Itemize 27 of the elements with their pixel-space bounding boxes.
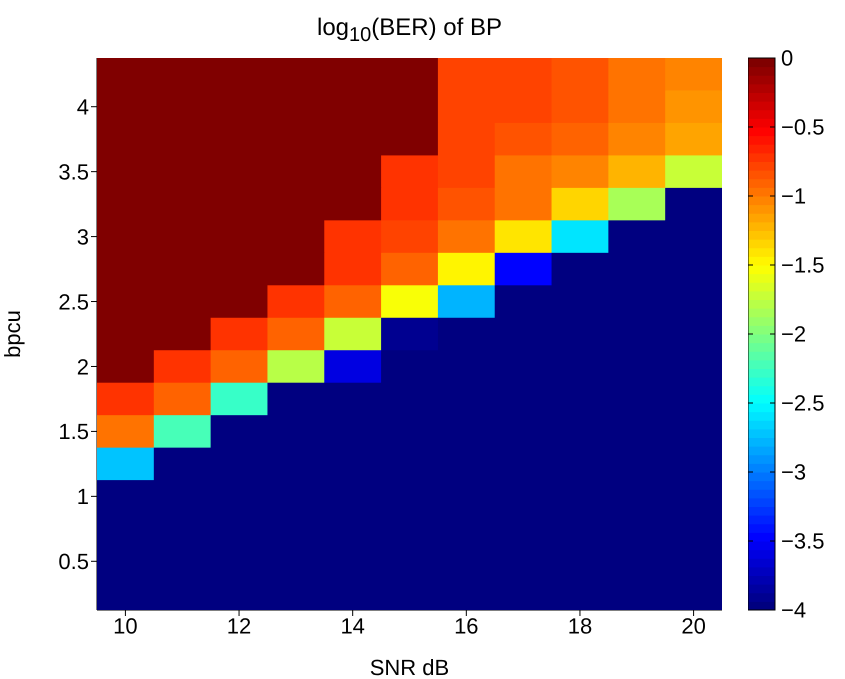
y-tick-label: 1.5 <box>58 419 89 444</box>
x-tick-label: 20 <box>681 614 706 639</box>
y-tick-label: 2.5 <box>58 289 89 314</box>
color-bar-label: −1 <box>781 184 806 209</box>
y-axis-title: bpcu <box>0 310 25 358</box>
x-tick-label: 18 <box>568 614 592 639</box>
color-bar-label: −0.5 <box>781 114 824 140</box>
color-bar-label: −2.5 <box>781 390 824 416</box>
color-bar-label: −3.5 <box>781 528 824 554</box>
x-axis-title: SNR dB <box>370 655 450 679</box>
x-tick-label: 10 <box>113 614 138 639</box>
x-tick-label: 14 <box>340 614 365 639</box>
y-tick-label: 3.5 <box>58 159 89 184</box>
x-tick-label: 12 <box>226 614 252 639</box>
y-tick-label: 0.5 <box>58 549 89 574</box>
color-bar-label: −1.5 <box>781 252 824 278</box>
y-tick-label: 2 <box>76 354 89 380</box>
color-bar-label: 0 <box>781 46 794 71</box>
color-bar-label: −2 <box>781 322 806 347</box>
y-tick-label: 3 <box>76 224 89 250</box>
y-tick-label: 1 <box>76 484 89 510</box>
chart-title: log$_{10}$(BER) of BP <box>316 14 503 47</box>
color-bar-label: −3 <box>781 460 806 485</box>
y-tick-label: 4 <box>76 94 89 120</box>
colorbar: 0 −0.5 −1 −1.5 −2 −2.5 −3 −3.5 −4 <box>748 0 845 679</box>
color-bar-label: −4 <box>781 598 806 623</box>
x-tick-label: 16 <box>454 614 479 639</box>
